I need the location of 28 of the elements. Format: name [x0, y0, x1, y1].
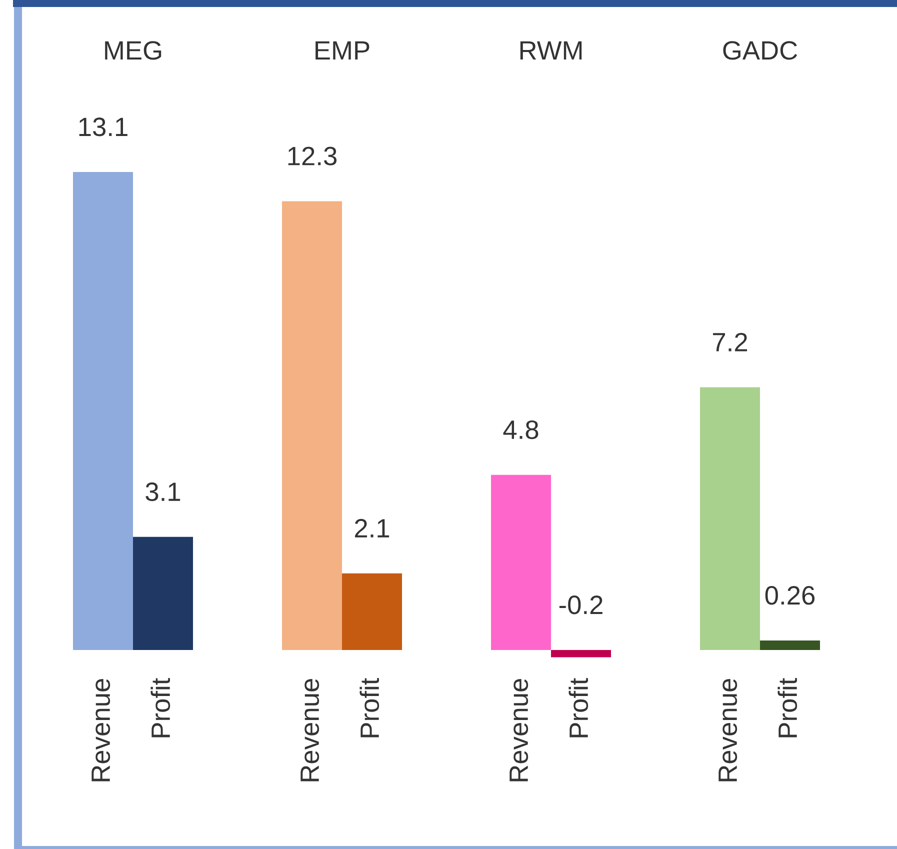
bar	[491, 474, 551, 650]
data-label: -0.2	[559, 596, 602, 614]
x-tick-label: RWM	[520, 41, 582, 60]
bar	[760, 640, 820, 650]
data-label: 2.1	[354, 518, 390, 538]
text: Profit	[568, 678, 588, 738]
text: Revenue	[300, 678, 320, 782]
text: Profit	[360, 678, 380, 738]
data-label: 7.2	[713, 332, 748, 352]
bar	[282, 201, 342, 650]
text: Revenue	[92, 678, 110, 782]
x-tick-label: GADC	[723, 41, 798, 60]
bar	[700, 387, 760, 650]
bar	[342, 573, 402, 650]
data-label: 3.1	[146, 482, 180, 502]
data-label: 4.8	[503, 420, 538, 440]
text: Profit	[778, 678, 798, 738]
text: Revenue	[510, 678, 528, 782]
text: Revenue	[718, 678, 738, 782]
x-tick-label: MEG	[105, 41, 162, 60]
data-label: 13.1	[79, 118, 128, 136]
bar	[73, 172, 133, 650]
bar	[551, 650, 611, 658]
data-label: 12.3	[288, 146, 337, 166]
bar	[133, 536, 193, 650]
x-tick-label: EMP	[316, 41, 370, 60]
data-label: 0.26	[765, 586, 815, 605]
text: Profit	[150, 678, 170, 738]
